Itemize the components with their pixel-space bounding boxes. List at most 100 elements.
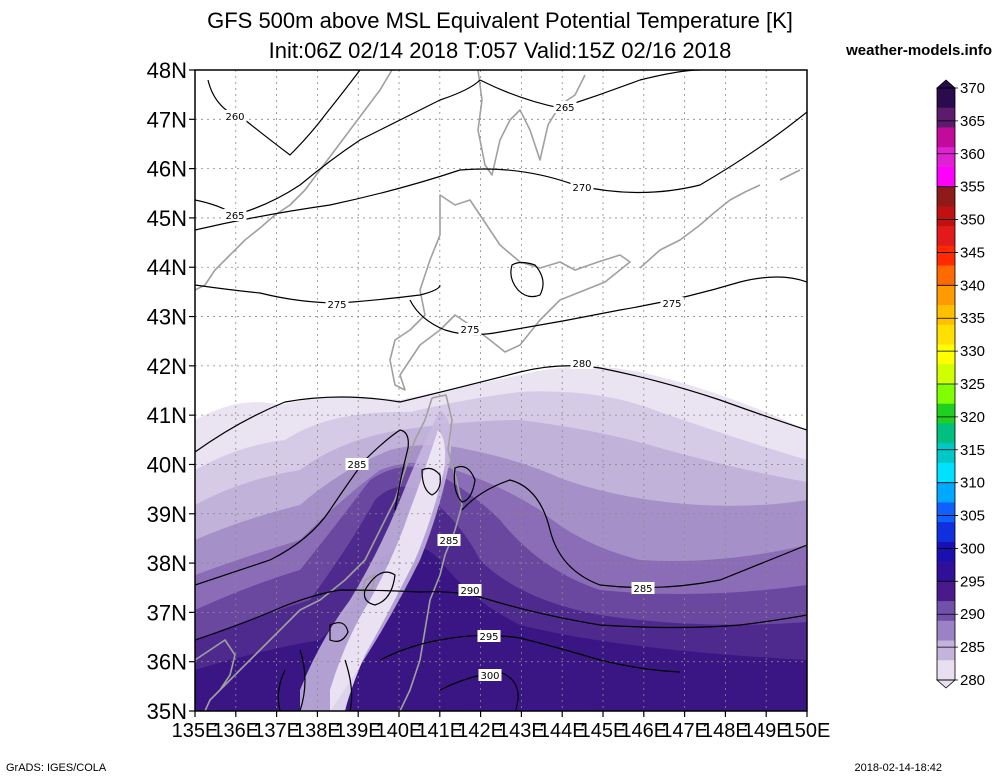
colorbar-swatch (937, 226, 955, 247)
colorbar-label: 345 (960, 244, 985, 261)
korea-coast (195, 639, 236, 691)
shaded-field (195, 366, 807, 711)
render-timestamp: 2018-02-14-18:42 (854, 762, 942, 774)
colorbar-swatch (937, 107, 955, 128)
contour-label: 300 (480, 671, 499, 682)
contour-label-bg (458, 323, 482, 335)
lon-tick-label: 145E (580, 720, 627, 742)
contour-label: 285 (439, 536, 458, 547)
contour-300 (439, 671, 519, 711)
lon-tick-label: 140E (376, 720, 423, 742)
contour-labels: 260 265 265 270 275 275 275 280 285 285 285 290 295 3… (223, 101, 684, 682)
contour-label-bg (223, 110, 247, 122)
lat-tick-label: 38N (147, 551, 187, 576)
colorbar-label: 325 (960, 376, 985, 393)
lon-tick-label: 135E (172, 720, 219, 742)
colorbar-label: 305 (960, 508, 985, 525)
latitude-axis: 48N 47N 46N 45N 44N 43N 42N 41N 40N 39N 38N 37N 36N 3… (147, 58, 195, 724)
contour-label-bg (325, 298, 349, 310)
colorbar-swatch (937, 561, 955, 582)
colorbar-swatch (937, 245, 955, 267)
lat-tick-label: 47N (147, 107, 187, 132)
colorbar-swatch (937, 285, 955, 306)
site-watermark: weather-models.info (846, 42, 992, 59)
lon-tick-label: 141E (416, 720, 463, 742)
lat-tick-label: 48N (147, 58, 187, 83)
colorbar-swatch (937, 640, 955, 661)
colorbar-label: 340 (960, 277, 985, 294)
contour-label: 285 (347, 460, 366, 471)
contour-label: 270 (572, 183, 591, 194)
contour-285-east (461, 479, 807, 589)
lon-tick-label: 144E (539, 720, 586, 742)
colorbar-label: 370 (960, 80, 985, 97)
colorbar-swatch (937, 305, 955, 326)
colorbar-label: 320 (960, 409, 985, 426)
colorbar-label: 285 (960, 639, 985, 656)
colorbar-bottom-arrow (935, 679, 957, 689)
lon-tick-label: 136E (212, 720, 259, 742)
colorbar-swatch (937, 206, 955, 227)
colorbar-label: 295 (960, 573, 985, 590)
contour-loop-4 (329, 622, 349, 642)
contour-label-bg (345, 458, 369, 470)
contour-label-bg (437, 534, 461, 546)
contour-label-bg (478, 669, 502, 681)
colorbar-swatch (937, 620, 955, 642)
lon-tick-label: 146E (620, 720, 667, 742)
lon-tick-label: 143E (498, 720, 545, 742)
contour-label-bg (570, 357, 594, 369)
colorbar-label: 330 (960, 343, 985, 360)
colorbar: 370 365 360 355 350 345 340 335 330 325 320 315 310 3… (935, 79, 985, 689)
lat-tick-label: 44N (147, 255, 187, 280)
contour-label: 275 (662, 299, 681, 310)
contour-misc (277, 649, 353, 711)
lat-tick-label: 37N (147, 600, 187, 625)
colorbar-swatch (937, 423, 955, 444)
contour-label-bg (477, 630, 501, 642)
colorbar-label: 300 (960, 540, 985, 557)
graticule (195, 70, 807, 711)
lon-tick-label: 138E (294, 720, 341, 742)
lat-tick-label: 45N (147, 206, 187, 231)
lat-tick-label: 39N (147, 502, 187, 527)
chart-subtitle: Init:06Z 02/14 2018 T:057 Valid:15Z 02/1… (268, 38, 732, 63)
colorbar-label: 315 (960, 442, 985, 459)
colorbar-swatch (937, 581, 955, 602)
colorbar-label: 365 (960, 113, 985, 130)
colorbar-swatch (937, 522, 955, 543)
lat-tick-label: 42N (147, 354, 187, 379)
colorbar-top-arrow (935, 79, 957, 89)
colorbar-label: 350 (960, 212, 985, 229)
contour-label: 265 (225, 211, 244, 222)
colorbar-label: 360 (960, 146, 985, 163)
contour-label: 290 (460, 586, 479, 597)
contour-295 (379, 634, 681, 673)
colorbar-swatch (937, 265, 955, 286)
contour-label: 280 (572, 359, 591, 370)
colorbar-label: 290 (960, 606, 985, 623)
contour-label: 275 (327, 300, 346, 311)
colorbar-swatch (937, 482, 955, 503)
colorbar-swatch (937, 541, 955, 563)
hokkaido-coast (389, 194, 631, 391)
colorbar-swatch (937, 324, 955, 346)
colorbar-swatch (937, 384, 955, 405)
lat-tick-label: 36N (147, 650, 187, 675)
contour-265-east (479, 70, 701, 109)
colorbar-label: 280 (960, 672, 985, 689)
contour-label-bg (458, 584, 482, 596)
colorbar-label: 335 (960, 310, 985, 327)
plot-frame (194, 69, 808, 712)
colorbar-swatch (937, 403, 955, 424)
contour-label-bg (631, 582, 655, 594)
lon-tick-label: 147E (661, 720, 708, 742)
contour-label: 285 (633, 584, 652, 595)
contour-label-bg (570, 181, 594, 193)
contour-label: 295 (479, 632, 498, 643)
lat-tick-label: 46N (147, 157, 187, 182)
contour-label: 275 (460, 325, 479, 336)
lon-tick-label: 148E (702, 720, 749, 742)
russia-coast (195, 70, 393, 291)
